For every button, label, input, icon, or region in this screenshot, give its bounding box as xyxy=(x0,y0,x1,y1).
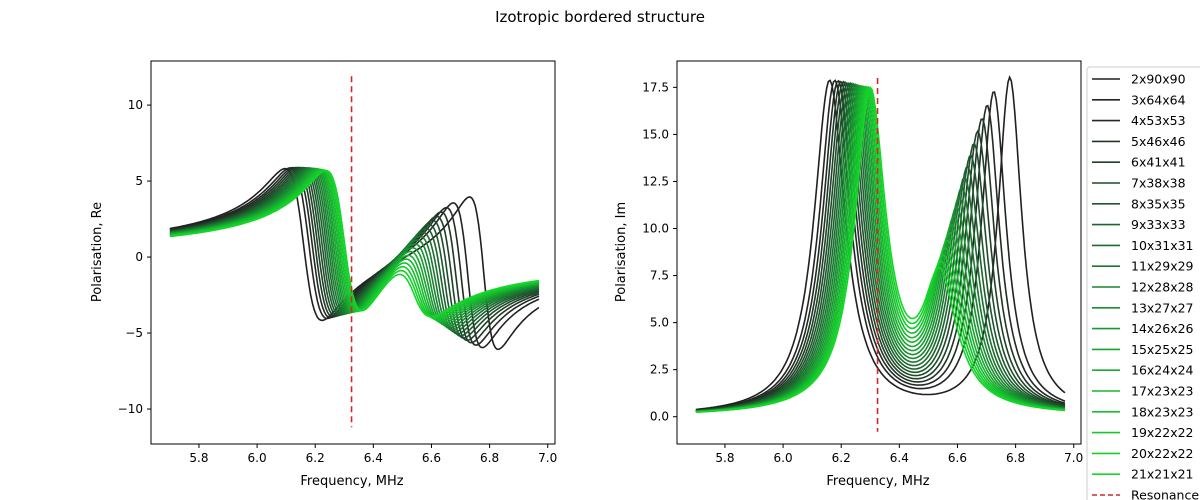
imag-ytick-label: 12.5 xyxy=(642,174,669,188)
legend-label: 3x64x64 xyxy=(1131,92,1186,107)
imag-axes-frame xyxy=(676,60,1082,445)
series-line-4x53x53 xyxy=(169,166,540,346)
imag-ytick-label: 5.0 xyxy=(650,316,669,330)
real-ytick-label: 0 xyxy=(135,250,143,264)
legend-label: 6x41x41 xyxy=(1131,155,1186,170)
real-ytick-label: 10 xyxy=(128,98,143,112)
series-line-5x46x46 xyxy=(695,80,1066,412)
series-line-21x21x21 xyxy=(695,86,1066,413)
imag-ytick-label: 7.5 xyxy=(650,269,669,283)
imag-ytick-label: 2.5 xyxy=(650,363,669,377)
real-xtick-label: 6.8 xyxy=(480,451,499,465)
legend-label: 18x23x23 xyxy=(1131,404,1194,419)
legend-label: 12x28x28 xyxy=(1131,280,1194,295)
imag-ytick-label: 15.0 xyxy=(642,127,669,141)
legend-label: 20x22x22 xyxy=(1131,446,1194,461)
series-line-3x64x64 xyxy=(169,166,540,349)
imag-part-xlabel: Frequency, MHz xyxy=(826,474,929,489)
real-xtick-label: 5.8 xyxy=(189,451,208,465)
imag-xtick-label: 6.0 xyxy=(774,451,793,465)
imag-ytick-label: 17.5 xyxy=(642,80,669,94)
real-part-xlabel: Frequency, MHz xyxy=(300,474,403,489)
legend-label: 10x31x31 xyxy=(1131,238,1194,253)
legend-label: 8x35x35 xyxy=(1131,196,1186,211)
imag-ytick-label: 10.0 xyxy=(642,222,669,236)
imag-ytick-label: 0.0 xyxy=(650,410,669,424)
series-line-6x41x41 xyxy=(169,166,540,342)
legend-label: 9x33x33 xyxy=(1131,217,1186,232)
real-xtick-label: 6.4 xyxy=(364,451,383,465)
series-line-4x53x53 xyxy=(695,79,1066,411)
legend: 2x90x90 3x64x64 4x53x53 5x46x46 6x41x41 7x38x… xyxy=(1086,66,1200,500)
legend-label: 7x38x38 xyxy=(1131,176,1186,191)
legend-label: 17x23x23 xyxy=(1131,384,1194,399)
legend-label: 19x22x22 xyxy=(1131,425,1194,440)
imag-part-chart: Frequency, MHz Polarisation, Im 5.8 6.0 6.… xyxy=(614,60,1083,489)
real-xtick-label: 6.2 xyxy=(306,451,325,465)
imag-xtick-label: 7.0 xyxy=(1064,451,1083,465)
imag-xtick-label: 5.8 xyxy=(715,451,734,465)
imag-xtick-label: 6.6 xyxy=(948,451,967,465)
legend-label: 21x21x21 xyxy=(1131,467,1194,482)
series-line-2x90x90 xyxy=(169,167,540,351)
series-line-2x90x90 xyxy=(695,74,1066,411)
real-ytick-label: −10 xyxy=(118,402,143,416)
real-xtick-label: 6.6 xyxy=(422,451,441,465)
legend-label: 15x25x25 xyxy=(1131,342,1194,357)
real-axes-frame xyxy=(150,60,556,445)
real-xtick-label: 7.0 xyxy=(538,451,557,465)
real-part-ylabel: Polarisation, Re xyxy=(90,202,105,302)
legend-label: Resonance xyxy=(1131,488,1199,500)
imag-xtick-label: 6.2 xyxy=(832,451,851,465)
legend-label: 13x27x27 xyxy=(1131,300,1194,315)
real-ytick-label: 5 xyxy=(135,174,143,188)
legend-label: 14x26x26 xyxy=(1131,321,1194,336)
legend-label: 4x53x53 xyxy=(1131,113,1186,128)
series-line-21x21x21 xyxy=(169,169,540,318)
series-line-5x46x46 xyxy=(169,166,540,344)
imag-xtick-label: 6.8 xyxy=(1006,451,1025,465)
series-line-3x64x64 xyxy=(695,79,1066,411)
real-ytick-label: −5 xyxy=(125,326,143,340)
imag-xtick-label: 6.4 xyxy=(890,451,909,465)
figure-title: Izotropic bordered structure xyxy=(495,8,705,26)
legend-label: 11x29x29 xyxy=(1131,259,1194,274)
imag-part-ylabel: Polarisation, Im xyxy=(614,202,629,302)
real-xtick-label: 6.0 xyxy=(248,451,267,465)
legend-label: 2x90x90 xyxy=(1131,72,1186,87)
real-part-chart: Frequency, MHz Polarisation, Re 5.8 6.0 6.… xyxy=(90,60,557,489)
legend-label: 16x24x24 xyxy=(1131,363,1194,378)
legend-label: 5x46x46 xyxy=(1131,134,1186,149)
